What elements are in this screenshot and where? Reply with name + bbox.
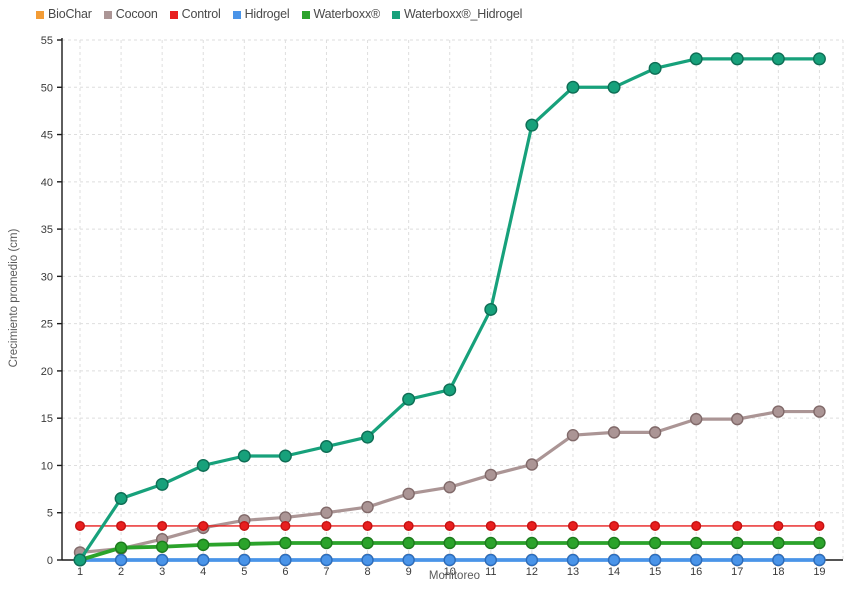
- svg-text:14: 14: [608, 566, 620, 578]
- y-axis-title: Crecimiento promedio (cm): [8, 228, 20, 368]
- legend-item-biochar: BioChar: [36, 7, 92, 21]
- legend-swatch-icon: [103, 10, 112, 19]
- series-waterboxx-: [73, 536, 826, 567]
- legend-item-label: Control: [181, 7, 221, 21]
- svg-text:17: 17: [731, 566, 743, 578]
- svg-text:18: 18: [772, 566, 784, 578]
- legend-item-label: Cocoon: [115, 7, 158, 21]
- legend-item-label: Waterboxx®_Hidrogel: [404, 7, 523, 21]
- svg-text:12: 12: [526, 566, 538, 578]
- svg-text:5: 5: [241, 566, 247, 578]
- legend-item-waterboxx-hidrogel: Waterboxx®_Hidrogel: [392, 7, 522, 21]
- legend-item-cocoon: Cocoon: [103, 7, 158, 21]
- series-cocoon: [73, 405, 826, 559]
- svg-text:9: 9: [406, 566, 412, 578]
- svg-text:55: 55: [41, 35, 53, 47]
- svg-text:15: 15: [41, 413, 53, 425]
- series-control: [74, 520, 825, 531]
- svg-text:15: 15: [649, 566, 661, 578]
- x-axis-title: Monitoreo: [428, 570, 481, 582]
- legend-item-hidrogel: Hidrogel: [232, 7, 290, 21]
- svg-text:1: 1: [77, 566, 83, 578]
- legend-swatch-icon: [392, 10, 401, 19]
- svg-text:19: 19: [813, 566, 825, 578]
- legend-swatch-icon: [301, 10, 310, 19]
- legend-item-label: Hidrogel: [244, 7, 290, 21]
- svg-text:3: 3: [159, 566, 165, 578]
- svg-text:8: 8: [364, 566, 370, 578]
- svg-text:20: 20: [41, 366, 53, 378]
- legend-item-control: Control: [169, 7, 221, 21]
- chart-legend: BioChar Cocoon Control Hidrogel Waterboxx® Wa…: [36, 7, 522, 21]
- svg-text:35: 35: [41, 224, 53, 236]
- svg-text:5: 5: [47, 508, 53, 520]
- legend-item-waterboxx-: Waterboxx®: [301, 7, 381, 21]
- svg-text:30: 30: [41, 271, 53, 283]
- svg-text:6: 6: [282, 566, 288, 578]
- svg-text:45: 45: [41, 130, 53, 142]
- svg-text:4: 4: [200, 566, 206, 578]
- series-hidrogel: [73, 553, 826, 567]
- legend-swatch-icon: [232, 10, 241, 19]
- svg-text:25: 25: [41, 319, 53, 331]
- svg-text:40: 40: [41, 177, 53, 189]
- svg-text:7: 7: [323, 566, 329, 578]
- svg-text:10: 10: [444, 566, 456, 578]
- svg-text:13: 13: [567, 566, 579, 578]
- legend-item-label: BioChar: [48, 7, 92, 21]
- legend-swatch-icon: [36, 10, 44, 19]
- svg-text:50: 50: [41, 82, 53, 94]
- legend-item-label: Waterboxx®: [313, 7, 381, 21]
- svg-text:10: 10: [41, 460, 53, 472]
- svg-text:16: 16: [690, 566, 702, 578]
- svg-text:0: 0: [47, 555, 53, 567]
- legend-swatch-icon: [169, 10, 178, 19]
- svg-text:11: 11: [485, 566, 496, 578]
- svg-text:2: 2: [118, 566, 124, 578]
- series-waterboxx-hidrogel: [73, 52, 826, 567]
